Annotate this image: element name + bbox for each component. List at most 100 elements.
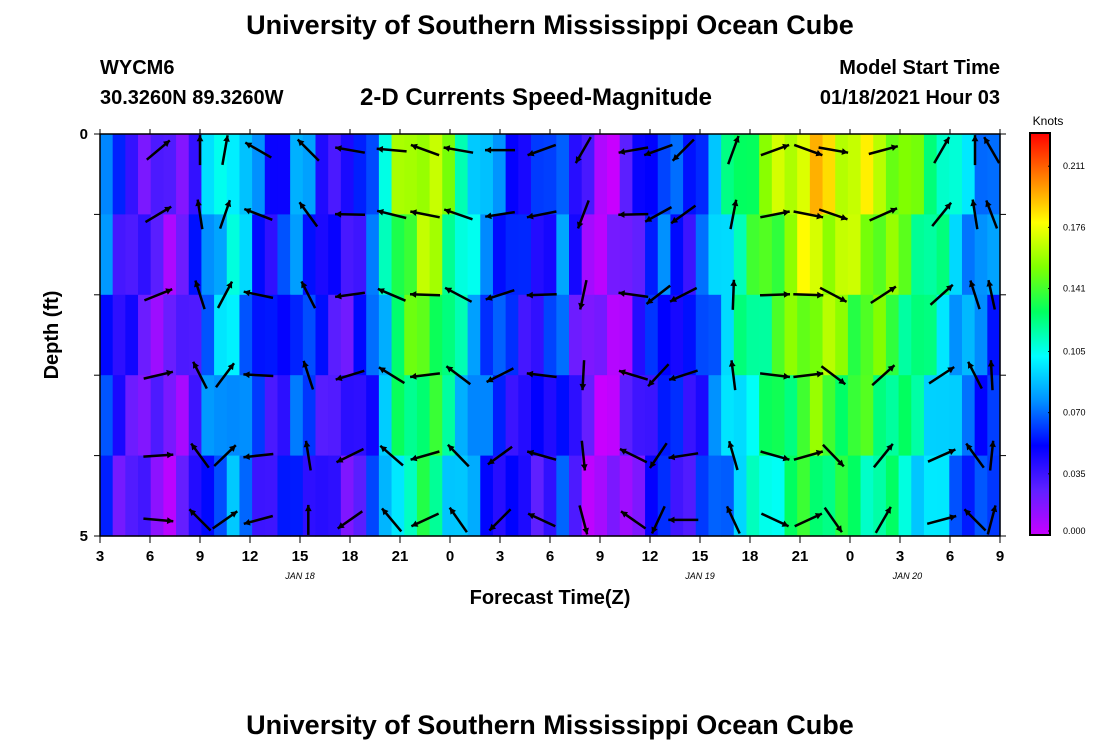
- heatmap-cell: [556, 214, 570, 296]
- current-arrow: [302, 360, 315, 390]
- heatmap-cell: [581, 134, 595, 215]
- arrow-head: [840, 214, 848, 221]
- current-arrow: [793, 291, 824, 299]
- heatmap-cell: [797, 455, 811, 537]
- heatmap-cell: [125, 214, 139, 296]
- arrow-head: [971, 135, 979, 142]
- x-tick-label: 12: [642, 548, 659, 565]
- arrow-head: [987, 360, 995, 367]
- arrow-head: [646, 297, 654, 304]
- heatmap-cell: [847, 294, 862, 376]
- heatmap-cell: [315, 375, 329, 457]
- arrow-head: [410, 291, 417, 298]
- heatmap-cell: [822, 375, 836, 457]
- heatmap-cell: [683, 214, 697, 296]
- heatmap-cell: [100, 134, 114, 215]
- arrow-head: [814, 513, 822, 520]
- current-arrow: [869, 207, 898, 222]
- arrow-head: [887, 365, 895, 372]
- heatmap-cell: [683, 134, 697, 215]
- current-arrow: [216, 281, 234, 309]
- current-arrow: [986, 505, 998, 535]
- arrow-head: [411, 520, 419, 527]
- heatmap-cell: [404, 294, 418, 376]
- heatmap-cell: [150, 294, 164, 376]
- heatmap-cell: [378, 375, 393, 457]
- current-arrow: [145, 139, 171, 161]
- current-arrow: [487, 445, 513, 466]
- current-arrow: [818, 146, 849, 155]
- heatmap-cell: [860, 294, 874, 376]
- current-arrow: [376, 209, 407, 220]
- heatmap-cell: [328, 214, 342, 296]
- arrow-head: [649, 461, 657, 468]
- heatmap-cell: [480, 294, 494, 376]
- heatmap-cell: [277, 455, 291, 537]
- heatmap-cell: [366, 455, 380, 537]
- heatmap-cell: [543, 455, 557, 537]
- heatmap-cell: [619, 375, 633, 457]
- current-arrow: [196, 135, 204, 166]
- arrow-head: [582, 527, 589, 535]
- current-arrow: [334, 145, 366, 154]
- heatmap-cell: [759, 294, 773, 376]
- heatmap-cell: [607, 214, 621, 296]
- heatmap-cell: [340, 214, 355, 296]
- heatmap-cell: [442, 375, 456, 457]
- arrow-head: [815, 449, 823, 457]
- heatmap-cell: [619, 214, 633, 296]
- heatmap-cell: [797, 214, 811, 296]
- arrow-head: [229, 445, 236, 452]
- current-arrow: [334, 291, 366, 300]
- current-arrow: [143, 288, 173, 302]
- current-arrow: [729, 199, 739, 230]
- heatmap-cell: [125, 455, 139, 537]
- date-label: JAN 19: [684, 571, 715, 581]
- current-arrow: [580, 440, 588, 471]
- arrow-head: [193, 361, 199, 369]
- heatmap-cell: [594, 294, 608, 376]
- heatmap-cell: [632, 134, 646, 215]
- current-arrow: [334, 210, 366, 218]
- heatmap-cell: [670, 294, 684, 376]
- arrow-head: [410, 209, 417, 216]
- heatmap-cell: [518, 214, 532, 296]
- heatmap-cell: [885, 455, 900, 537]
- heatmap-cell: [277, 134, 291, 215]
- heatmap-cell: [961, 134, 976, 215]
- arrow-head: [528, 513, 536, 520]
- current-arrow: [926, 514, 957, 526]
- heatmap-cell: [543, 294, 557, 376]
- current-arrow: [868, 144, 899, 156]
- current-arrow: [927, 448, 956, 463]
- heatmap-cell: [759, 214, 773, 296]
- heatmap-cell: [670, 375, 684, 457]
- arrow-head: [166, 451, 174, 459]
- heatmap-cell: [138, 375, 152, 457]
- heatmap-cell: [974, 294, 988, 376]
- heatmap-cell: [454, 294, 469, 376]
- heatmap-cell: [264, 375, 279, 457]
- heatmap-cell: [771, 455, 786, 537]
- heatmap-cell: [353, 294, 367, 376]
- heatmap-cell: [987, 294, 1001, 376]
- heatmap-cell: [429, 214, 443, 296]
- heatmap-cell: [302, 375, 317, 457]
- heatmap-cell: [252, 134, 266, 215]
- current-arrow: [725, 505, 741, 535]
- heatmap-cell: [873, 455, 887, 537]
- heatmap-cell: [454, 375, 469, 457]
- current-arrow: [144, 205, 172, 224]
- heatmap-cell: [429, 455, 443, 537]
- heatmap-cell: [467, 214, 481, 296]
- current-arrow: [728, 360, 737, 391]
- heatmap-cell: [809, 134, 824, 215]
- heatmap-cell: [442, 214, 456, 296]
- heatmap-cell: [911, 294, 925, 376]
- heatmap-cell: [429, 375, 443, 457]
- station-id: WYCM6: [100, 57, 175, 79]
- current-arrow: [243, 514, 274, 526]
- current-arrow: [335, 447, 365, 464]
- arrow-head: [943, 137, 950, 145]
- arrow-head: [728, 360, 736, 367]
